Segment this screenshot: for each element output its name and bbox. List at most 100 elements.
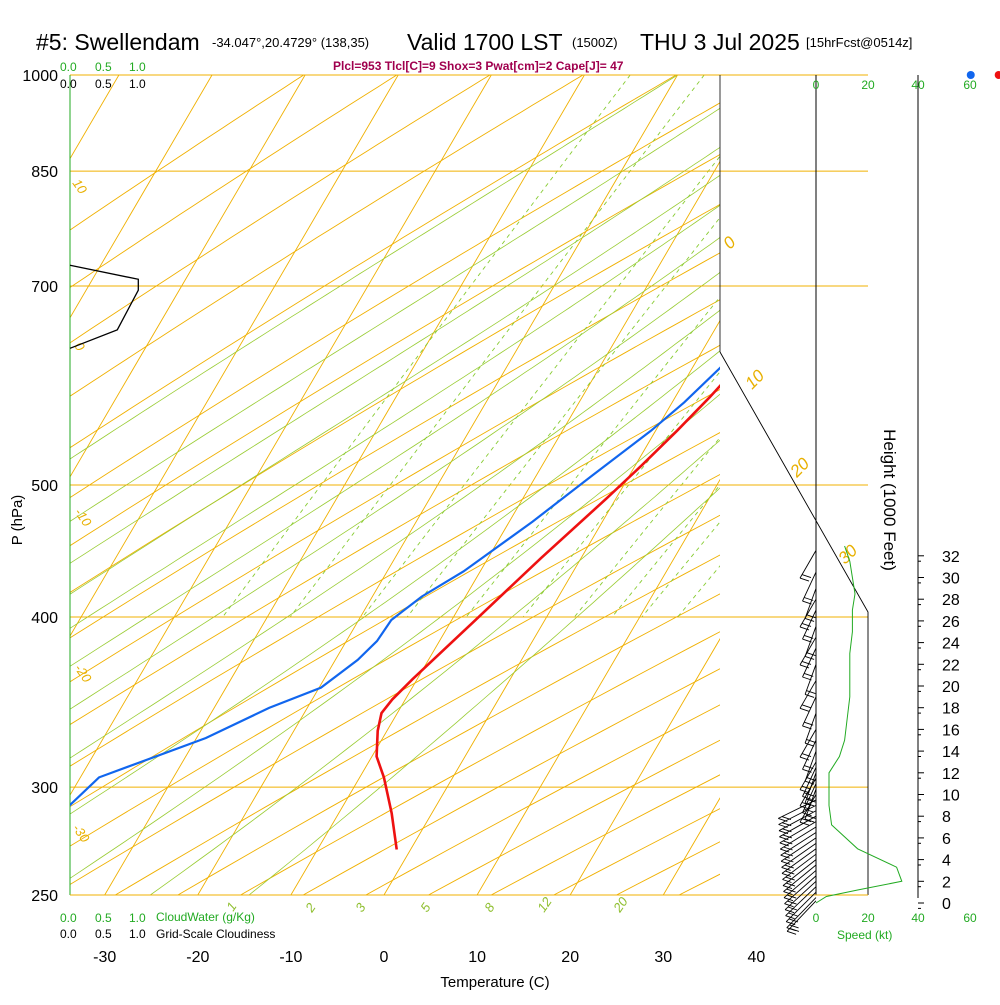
pressure-tick-label: 500 bbox=[31, 478, 58, 495]
cloudwater-tick-bottom: 0.5 bbox=[95, 911, 112, 925]
cloudiness-label: Grid-Scale Cloudiness bbox=[156, 927, 275, 941]
cloudiness-tick-bottom: 1.0 bbox=[129, 927, 146, 941]
isotherm-line bbox=[850, 75, 1000, 895]
speed-label: Speed (kt) bbox=[837, 928, 892, 942]
mixing-ratio-line bbox=[574, 75, 1000, 617]
mixing-ratio-line bbox=[678, 75, 1000, 617]
mixing-ratio-label: 20 bbox=[610, 894, 632, 916]
wind-barb-shaft bbox=[780, 827, 816, 849]
wind-barb bbox=[805, 626, 816, 659]
mixing-ratio-line bbox=[223, 75, 631, 617]
valid-time: Valid 1700 LST bbox=[407, 29, 563, 55]
cloudiness-tick-top: 1.0 bbox=[129, 77, 146, 91]
temperature-tick-label: -10 bbox=[279, 949, 302, 966]
isotherm-label: -10 bbox=[72, 505, 96, 530]
speed-tick-top: 0 bbox=[813, 78, 820, 92]
dry-adiabat-label: 30 bbox=[834, 541, 861, 568]
station-coords: -34.047°,20.4729° (138,35) bbox=[212, 35, 369, 50]
mixing-ratio-label: 8 bbox=[481, 900, 498, 915]
wind-barb-flag bbox=[802, 705, 811, 708]
mixing-ratio-label: 12 bbox=[534, 894, 555, 915]
height-tick-label: 12 bbox=[942, 766, 960, 783]
wind-barbs bbox=[778, 550, 816, 934]
pressure-tick-label: 250 bbox=[31, 888, 58, 905]
wind-barb-shaft bbox=[800, 729, 816, 757]
isotherm-label: -20 bbox=[72, 661, 96, 686]
wind-barb-shaft bbox=[783, 854, 817, 879]
sounding-profiles bbox=[54, 71, 1000, 934]
pressure-axis-label: P (hPa) bbox=[9, 495, 26, 546]
temperature-tick-label: 40 bbox=[748, 949, 766, 966]
wind-barb bbox=[805, 664, 816, 697]
wind-barb-shaft bbox=[780, 822, 816, 843]
temperature-line bbox=[377, 75, 999, 850]
wind-barb-flag bbox=[787, 931, 796, 934]
height-tick-label: 18 bbox=[942, 701, 960, 718]
pressure-tick-label: 700 bbox=[31, 279, 58, 296]
utc-time: (1500Z) bbox=[572, 35, 618, 50]
dewpoint-line bbox=[54, 75, 971, 867]
wind-barb-flag bbox=[806, 739, 815, 742]
wind-speed-profile bbox=[816, 546, 902, 903]
wind-barb bbox=[803, 697, 817, 729]
surface-temperature-dot bbox=[995, 71, 1000, 79]
wind-barb-flag bbox=[804, 766, 813, 769]
isotherm-label: -30 bbox=[70, 821, 94, 846]
wind-barb-flag bbox=[805, 618, 814, 621]
wind-barb bbox=[805, 588, 816, 621]
mixing-ratio-label: 2 bbox=[302, 900, 319, 916]
temperature-tick-label: 30 bbox=[654, 949, 672, 966]
cloudiness-tick-bottom: 0.5 bbox=[95, 927, 112, 941]
height-tick-label: 28 bbox=[942, 592, 960, 609]
wind-barb-flag bbox=[805, 656, 814, 659]
speed-tick-bottom: 40 bbox=[911, 911, 925, 925]
mixing-ratio-line bbox=[407, 75, 833, 617]
isotherm-line bbox=[0, 75, 26, 895]
station-title: #5: Swellendam bbox=[36, 29, 200, 55]
temperature-axis-label: Temperature (C) bbox=[440, 974, 549, 991]
cloudwater-tick-bottom: 1.0 bbox=[129, 911, 146, 925]
temperature-tick-label: -30 bbox=[93, 949, 116, 966]
dry-adiabat-label: 10 bbox=[741, 366, 768, 393]
dry-adiabat-line bbox=[992, 75, 1000, 895]
profiles-clip bbox=[54, 75, 999, 867]
dry-adiabat-line bbox=[930, 75, 1000, 895]
cloudiness-tick-top: 0.0 bbox=[60, 77, 77, 91]
pressure-tick-label: 850 bbox=[31, 164, 58, 181]
wind-barb-shaft bbox=[800, 550, 816, 578]
wind-barb-shaft bbox=[800, 681, 816, 709]
height-tick-label: 16 bbox=[942, 722, 960, 739]
wind-barb bbox=[782, 849, 816, 877]
height-tick-label: 4 bbox=[942, 853, 951, 870]
wind-barb-flag bbox=[800, 578, 809, 581]
stats-line: Plcl=953 Tlcl[C]=9 Shox=3 Pwat[cm]=2 Cap… bbox=[333, 59, 624, 73]
speed-tick-bottom: 20 bbox=[861, 911, 875, 925]
height-tick-label: 30 bbox=[942, 571, 960, 588]
wind-barb-flag bbox=[806, 691, 815, 694]
speed-tick-bottom: 0 bbox=[813, 911, 820, 925]
mixing-ratio-label: 5 bbox=[417, 900, 434, 915]
height-tick-label: 24 bbox=[942, 636, 960, 653]
height-tick-label: 26 bbox=[942, 614, 960, 631]
wind-barb-flag bbox=[790, 928, 799, 931]
cloudiness-tick-bottom: 0.0 bbox=[60, 927, 77, 941]
speed-tick-top: 20 bbox=[861, 78, 875, 92]
pressure-tick-label: 300 bbox=[31, 780, 58, 797]
mixing-ratio-line bbox=[642, 75, 1000, 617]
speed-tick-top: 60 bbox=[963, 78, 977, 92]
cloudiness-tick-top: 0.5 bbox=[95, 77, 112, 91]
pressure-tick-label: 400 bbox=[31, 610, 58, 627]
wind-barb-shaft bbox=[786, 887, 816, 916]
speed-tick-top: 40 bbox=[911, 78, 925, 92]
speed-tick-bottom: 60 bbox=[963, 911, 977, 925]
temperature-tick-label: 0 bbox=[380, 949, 389, 966]
mixing-ratio-label: 3 bbox=[352, 900, 369, 915]
date-label: THU 3 Jul 2025 bbox=[640, 29, 800, 55]
cloudwater-tick-top: 1.0 bbox=[129, 60, 146, 74]
mixing-ratio-line bbox=[290, 75, 704, 617]
temperature-tick-label: 20 bbox=[561, 949, 579, 966]
